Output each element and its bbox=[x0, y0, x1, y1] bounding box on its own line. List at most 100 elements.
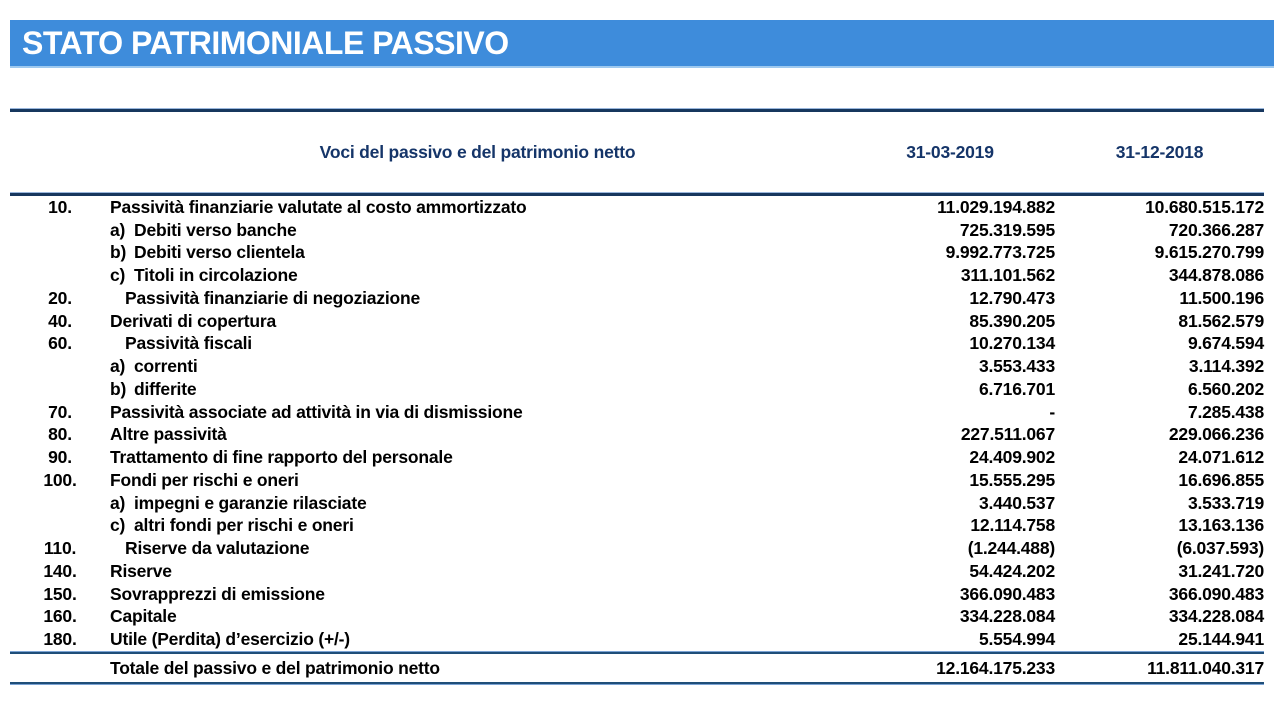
row-number: 160. bbox=[43, 606, 77, 627]
row-label-text: Derivati di copertura bbox=[110, 310, 276, 331]
total-row: Totale del passivo e del patrimonio nett… bbox=[10, 654, 1264, 682]
row-value-2019: 54.424.202 bbox=[969, 560, 1055, 581]
balance-sheet-page: STATO PATRIMONIALE PASSIVO Voci del pass… bbox=[0, 20, 1274, 685]
row-value-2019: 366.090.483 bbox=[959, 583, 1055, 604]
row-value-2019: 11.029.194.882 bbox=[937, 196, 1055, 217]
row-letter: b) bbox=[110, 378, 127, 399]
row-letter: a) bbox=[110, 492, 126, 513]
row-label: Derivati di copertura bbox=[110, 311, 845, 332]
row-label-text: Passività finanziarie di negoziazione bbox=[125, 287, 421, 308]
row-label-text: Riserve bbox=[110, 560, 172, 581]
row-number: 100. bbox=[43, 469, 77, 490]
header-voci: Voci del passivo e del patrimonio netto bbox=[319, 141, 636, 162]
row-value-2018: 334.228.084 bbox=[1168, 606, 1264, 627]
row-label: Riserve da valutazione bbox=[110, 538, 845, 559]
table-row: 10. Passività finanziarie valutate al cos… bbox=[10, 196, 1264, 219]
row-number: 180. bbox=[43, 629, 77, 650]
row-letter: c) bbox=[110, 265, 126, 286]
row-label: b) differite bbox=[110, 379, 845, 400]
row-label: Sovrapprezzi di emissione bbox=[110, 584, 845, 605]
row-value-2019: 12.114.758 bbox=[970, 515, 1055, 536]
row-value-2019: - bbox=[1049, 401, 1055, 422]
row-label-text: Riserve da valutazione bbox=[125, 538, 310, 559]
row-value-2019: 6.716.701 bbox=[978, 378, 1055, 399]
row-value-2018: 344.878.086 bbox=[1168, 265, 1264, 286]
row-label: c) Titoli in circolazione bbox=[110, 265, 845, 286]
row-value-2018: 10.680.515.172 bbox=[1145, 196, 1264, 217]
row-value-2018: 31.241.720 bbox=[1178, 560, 1264, 581]
table-row: 160. Capitale 334.228.084 334.228.084 bbox=[10, 606, 1264, 629]
total-divider-bottom bbox=[10, 682, 1264, 685]
row-number: 70. bbox=[48, 401, 72, 422]
row-label-text: Fondi per rischi e oneri bbox=[110, 469, 299, 490]
row-label-text: correnti bbox=[134, 356, 198, 377]
total-value-2019: 12.164.175.233 bbox=[936, 657, 1055, 678]
row-label-text: Sovrapprezzi di emissione bbox=[110, 583, 325, 604]
page-title: STATO PATRIMONIALE PASSIVO bbox=[22, 24, 509, 61]
table-row: 100. Fondi per rischi e oneri 15.555.295 16… bbox=[10, 469, 1264, 492]
row-value-2018: 11.500.196 bbox=[1179, 287, 1264, 308]
row-value-2019: 15.555.295 bbox=[969, 469, 1055, 490]
row-letter: c) bbox=[110, 515, 126, 536]
table-row: 70. Passività associate ad attività in vi… bbox=[10, 401, 1264, 424]
table-row: b) Debiti verso clientela 9.992.773.725 9.6… bbox=[10, 242, 1264, 265]
row-label: Fondi per rischi e oneri bbox=[110, 470, 845, 491]
table-body: 10. Passività finanziarie valutate al cos… bbox=[10, 196, 1264, 651]
total-label: Totale del passivo e del patrimonio nett… bbox=[110, 657, 440, 678]
row-label: b) Debiti verso clientela bbox=[110, 242, 845, 263]
row-label: Trattamento di fine rapporto del persona… bbox=[110, 447, 845, 468]
header-col-2019: 31-03-2019 bbox=[906, 141, 994, 162]
table-row: 40. Derivati di copertura 85.390.205 81.562… bbox=[10, 310, 1264, 333]
row-number: 20. bbox=[48, 287, 72, 308]
row-label-text: Capitale bbox=[110, 606, 177, 627]
table-row: 110. Riserve da valutazione (1.244.488) (6.… bbox=[10, 537, 1264, 560]
row-label-text: Debiti verso clientela bbox=[134, 242, 305, 263]
table-row: 60. Passività fiscali 10.270.134 9.674.594 bbox=[10, 333, 1264, 356]
row-value-2019: 12.790.473 bbox=[969, 287, 1055, 308]
header-col-2018: 31-12-2018 bbox=[1115, 141, 1204, 162]
row-label-text: differite bbox=[134, 378, 197, 399]
row-letter: a) bbox=[110, 356, 126, 377]
row-value-2018: 25.144.941 bbox=[1178, 629, 1264, 650]
row-value-2018: (6.037.593) bbox=[1176, 538, 1265, 559]
row-value-2019: 227.511.067 bbox=[960, 424, 1055, 445]
row-value-2019: 9.992.773.725 bbox=[945, 242, 1056, 263]
table-row: 90. Trattamento di fine rapporto del pers… bbox=[10, 446, 1264, 469]
row-number: 10. bbox=[48, 196, 72, 217]
table-row: a) Debiti verso banche 725.319.595 720.366.… bbox=[10, 219, 1264, 242]
row-label: Capitale bbox=[110, 606, 845, 627]
row-label: Riserve bbox=[110, 561, 845, 582]
table-row: 20. Passività finanziarie di negoziazione… bbox=[10, 287, 1264, 310]
row-label-text: Debiti verso banche bbox=[134, 219, 297, 240]
row-label: Utile (Perdita) d’esercizio (+/-) bbox=[110, 629, 845, 650]
row-value-2019: 311.101.562 bbox=[960, 265, 1055, 286]
total-value-2018: 11.811.040.317 bbox=[1147, 657, 1264, 678]
table-row: b) differite 6.716.701 6.560.202 bbox=[10, 378, 1264, 401]
row-value-2019: 85.390.205 bbox=[969, 310, 1055, 331]
row-label: Passività finanziarie di negoziazione bbox=[110, 288, 845, 309]
row-value-2019: 5.554.994 bbox=[978, 629, 1055, 650]
row-value-2018: 3.533.719 bbox=[1187, 492, 1264, 513]
row-value-2018: 9.615.270.799 bbox=[1154, 242, 1265, 263]
table-row: c) Titoli in circolazione 311.101.562 344.8… bbox=[10, 264, 1264, 287]
table-row: 180. Utile (Perdita) d’esercizio (+/-) 5.5… bbox=[10, 628, 1264, 651]
row-number: 90. bbox=[48, 447, 72, 468]
row-value-2019: 3.553.433 bbox=[978, 356, 1055, 377]
row-number: 40. bbox=[48, 310, 72, 331]
row-label-text: Trattamento di fine rapporto del persona… bbox=[110, 447, 453, 468]
table-row: 150. Sovrapprezzi di emissione 366.090.483… bbox=[10, 583, 1264, 606]
row-value-2018: 6.560.202 bbox=[1187, 378, 1264, 399]
row-value-2018: 366.090.483 bbox=[1168, 583, 1264, 604]
page-title-banner: STATO PATRIMONIALE PASSIVO bbox=[10, 20, 1274, 68]
table-row: c) altri fondi per rischi e oneri 12.114.7… bbox=[10, 515, 1264, 538]
row-value-2019: 334.228.084 bbox=[959, 606, 1055, 627]
row-label: Passività fiscali bbox=[110, 333, 845, 354]
row-label: Altre passività bbox=[110, 424, 845, 445]
table-row: 140. Riserve 54.424.202 31.241.720 bbox=[10, 560, 1264, 583]
row-value-2018: 720.366.287 bbox=[1168, 219, 1264, 240]
row-label: Passività finanziarie valutate al costo … bbox=[110, 197, 845, 218]
row-value-2019: (1.244.488) bbox=[967, 538, 1056, 559]
row-label-text: Passività associate ad attività in via d… bbox=[110, 401, 523, 422]
row-value-2018: 81.562.579 bbox=[1178, 310, 1264, 331]
row-label: a) impegni e garanzie rilasciate bbox=[110, 493, 845, 514]
